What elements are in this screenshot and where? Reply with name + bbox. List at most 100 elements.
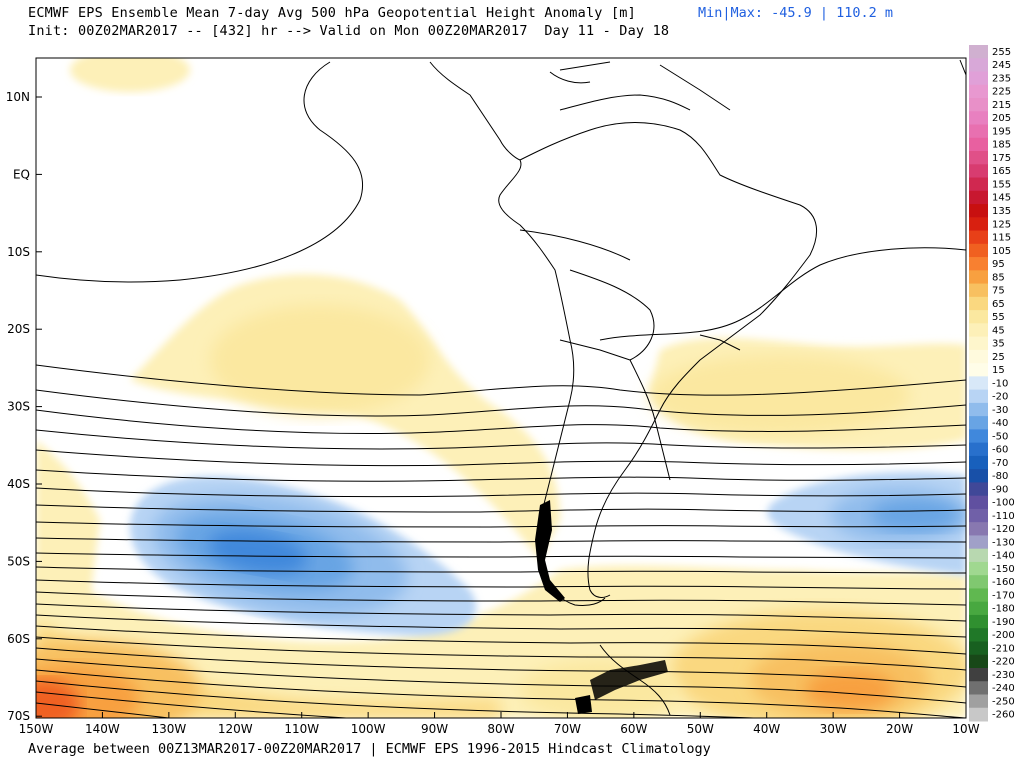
colorbar-label: -140 <box>992 551 1015 562</box>
colorbar-label: 245 <box>992 60 1011 71</box>
colorbar-label: -120 <box>992 524 1015 535</box>
colorbar-label: -260 <box>992 710 1015 721</box>
colorbar-swatch <box>969 707 988 722</box>
colorbar-swatch <box>969 217 988 232</box>
colorbar-swatch <box>969 641 988 656</box>
colorbar-swatch <box>969 71 988 86</box>
colorbar-label: -60 <box>992 445 1008 456</box>
colorbar-swatch <box>969 681 988 695</box>
colorbar-swatch <box>969 190 988 205</box>
lon-label: 60W <box>620 722 647 736</box>
colorbar-swatch <box>969 694 988 709</box>
colorbar-label: 235 <box>992 73 1011 84</box>
colorbar-swatch <box>969 58 988 73</box>
lat-label: 30S <box>7 400 30 414</box>
colorbar-swatch <box>969 667 988 682</box>
colorbar-swatch <box>969 98 988 112</box>
colorbar-label: 115 <box>992 233 1011 244</box>
colorbar-label: -40 <box>992 418 1008 429</box>
colorbar-label: 105 <box>992 246 1011 257</box>
colorbar-swatch <box>969 323 988 338</box>
colorbar-swatch <box>969 654 988 669</box>
colorbar-label: -50 <box>992 431 1008 442</box>
colorbar-label: 195 <box>992 126 1011 137</box>
lon-label: 90W <box>421 722 448 736</box>
colorbar-swatch <box>969 84 988 99</box>
lon-label: 110W <box>284 722 319 736</box>
colorbar-swatch <box>969 336 988 351</box>
colorbar-swatch <box>969 389 988 404</box>
lon-label: 50W <box>687 722 714 736</box>
colorbar-swatch <box>969 137 988 152</box>
lat-label: EQ <box>13 167 30 181</box>
colorbar-swatch <box>969 349 988 364</box>
colorbar-label: 75 <box>992 286 1005 297</box>
lat-label: 10N <box>6 90 30 104</box>
lon-label: 40W <box>753 722 780 736</box>
latitude-axis: 10N EQ 10S 20S 30S 40S 50S 60S 70S <box>6 90 42 723</box>
colorbar-label: 205 <box>992 113 1011 124</box>
colorbar-label: -80 <box>992 471 1008 482</box>
colorbar-swatch <box>969 124 988 139</box>
colorbar-label: -130 <box>992 537 1015 548</box>
colorbar-label: -160 <box>992 577 1015 588</box>
colorbar-swatch <box>969 177 988 192</box>
colorbar-label: -200 <box>992 630 1015 641</box>
colorbar-label: 185 <box>992 140 1011 151</box>
colorbar-label: 45 <box>992 325 1005 336</box>
colorbar-label: -150 <box>992 564 1015 575</box>
colorbar-swatch <box>969 416 988 430</box>
lat-label: 70S <box>7 709 30 723</box>
coastlines <box>429 59 966 716</box>
colorbar-swatch <box>969 614 988 629</box>
colorbar-label: 15 <box>992 365 1005 376</box>
colorbar-label: 25 <box>992 352 1005 363</box>
colorbar-swatch <box>969 482 988 497</box>
positive-anomaly-shading <box>36 58 966 718</box>
colorbar-label: -190 <box>992 617 1015 628</box>
chart-subtitle: Init: 00Z02MAR2017 -- [432] hr --> Valid… <box>28 23 670 39</box>
lon-label: 130W <box>151 722 186 736</box>
colorbar-legend: 255 245 235 225 215 205 195 185 175 165 155 145 135 1… <box>969 45 1015 722</box>
lon-label: 10W <box>952 722 979 736</box>
colorbar-swatch <box>969 376 988 391</box>
lat-label: 10S <box>7 245 30 259</box>
colorbar-swatch <box>969 442 988 457</box>
colorbar-label: 55 <box>992 312 1005 323</box>
colorbar-swatch <box>969 495 988 510</box>
colorbar-swatch <box>969 469 988 483</box>
colorbar-swatch <box>969 204 988 218</box>
lat-label: 40S <box>7 477 30 491</box>
colorbar-swatch <box>969 45 988 59</box>
lon-label: 20W <box>886 722 913 736</box>
colorbar-swatch <box>969 296 988 311</box>
colorbar-label: 85 <box>992 272 1005 283</box>
lon-label: 30W <box>820 722 847 736</box>
lon-label: 70W <box>554 722 581 736</box>
colorbar-label: -170 <box>992 590 1015 601</box>
colorbar-swatch <box>969 363 988 377</box>
colorbar-swatch <box>969 257 988 271</box>
colorbar-label: -10 <box>992 378 1008 389</box>
colorbar-swatch <box>969 402 988 417</box>
colorbar-label: -180 <box>992 604 1015 615</box>
chart-title: ECMWF EPS Ensemble Mean 7-day Avg 500 hP… <box>28 5 636 21</box>
colorbar-swatch <box>969 164 988 179</box>
colorbar-label: -250 <box>992 696 1015 707</box>
lat-label: 20S <box>7 322 30 336</box>
colorbar-label: -230 <box>992 670 1015 681</box>
lon-label: 80W <box>487 722 514 736</box>
colorbar-label: 215 <box>992 100 1011 111</box>
lon-label: 120W <box>218 722 253 736</box>
colorbar-swatch <box>969 429 988 444</box>
colorbar-swatch <box>969 230 988 245</box>
colorbar-label: -90 <box>992 484 1008 495</box>
colorbar-swatch <box>969 548 988 563</box>
colorbar-swatch <box>969 601 988 616</box>
colorbar-label: 175 <box>992 153 1011 164</box>
colorbar-label: -70 <box>992 458 1008 469</box>
lat-label: 50S <box>7 554 30 568</box>
colorbar-swatch <box>969 561 988 576</box>
coastline-detail <box>535 500 668 714</box>
